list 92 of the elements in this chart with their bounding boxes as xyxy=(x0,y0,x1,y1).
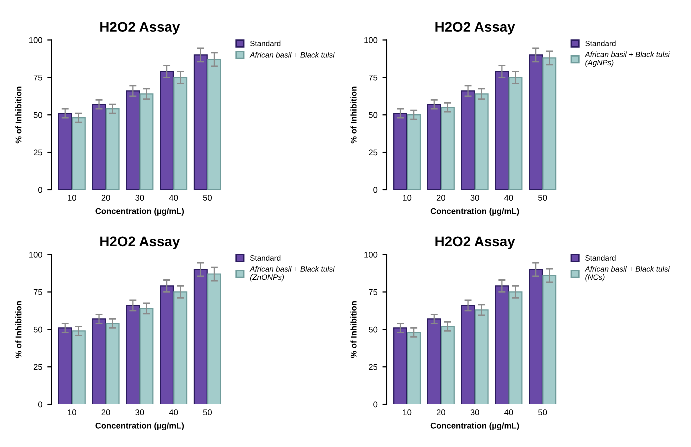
bar xyxy=(58,113,72,190)
bar xyxy=(461,305,476,405)
bar xyxy=(508,77,523,190)
bar xyxy=(126,305,140,405)
y-tick-label: 0 xyxy=(38,187,42,194)
bar xyxy=(194,54,208,190)
bar xyxy=(72,330,86,405)
chart-title: H2O2 Assay xyxy=(436,236,516,250)
bar xyxy=(440,107,455,190)
y-tick-label: 75 xyxy=(34,290,42,296)
bar xyxy=(407,114,422,190)
x-tick-label: 30 xyxy=(470,410,480,416)
bar xyxy=(407,332,422,405)
y-tick-label: 100 xyxy=(30,252,42,258)
bar xyxy=(542,275,557,405)
x-axis-title: Concentration (µg/mL) xyxy=(96,208,184,216)
bar xyxy=(140,308,154,405)
x-tick-label: 20 xyxy=(102,410,110,416)
y-tick-label: 50 xyxy=(368,112,378,118)
y-tick-label: 75 xyxy=(369,74,378,81)
y-tick-label: 100 xyxy=(364,37,378,44)
y-tick-label: 100 xyxy=(30,37,42,44)
bar xyxy=(106,323,120,405)
x-tick-label: 40 xyxy=(169,410,178,416)
y-tick-label: 25 xyxy=(369,364,378,370)
x-tick-label: 40 xyxy=(504,195,514,201)
y-tick-label: 0 xyxy=(374,187,378,194)
bar xyxy=(174,292,188,405)
bar xyxy=(92,104,106,190)
bar xyxy=(495,71,510,190)
bar xyxy=(474,94,489,190)
y-tick-label: 100 xyxy=(364,252,378,258)
bar xyxy=(207,274,222,405)
bar xyxy=(394,113,408,190)
y-axis-title: % of Inhibition xyxy=(16,86,22,144)
y-axis-title: % of Inhibition xyxy=(350,301,357,358)
y-tick-label: 50 xyxy=(368,326,378,333)
x-tick-label: 10 xyxy=(68,195,76,201)
x-axis-title: Concentration (µg/mL) xyxy=(430,208,520,216)
bar xyxy=(394,328,408,405)
bar xyxy=(72,118,86,190)
bar xyxy=(427,104,442,190)
bar xyxy=(174,77,188,190)
x-tick-label: 50 xyxy=(538,410,548,416)
y-tick-label: 25 xyxy=(369,150,378,156)
y-tick-label: 25 xyxy=(34,150,42,156)
x-tick-label: 40 xyxy=(504,410,514,416)
y-tick-label: 50 xyxy=(34,326,42,333)
bar xyxy=(106,108,120,190)
bar xyxy=(207,59,222,190)
bar xyxy=(58,328,72,405)
x-tick-label: 50 xyxy=(203,410,212,416)
x-tick-label: 10 xyxy=(68,410,76,416)
bar xyxy=(160,286,174,405)
x-tick-label: 50 xyxy=(538,195,548,201)
x-tick-label: 20 xyxy=(436,410,446,416)
y-tick-label: 75 xyxy=(34,74,42,81)
x-tick-label: 30 xyxy=(470,195,480,201)
x-tick-label: 10 xyxy=(403,410,412,416)
x-tick-label: 50 xyxy=(203,195,212,201)
x-tick-label: 10 xyxy=(403,195,412,201)
y-axis-title: % of Inhibition xyxy=(350,86,357,144)
x-tick-label: 30 xyxy=(136,195,144,201)
y-tick-label: 0 xyxy=(374,402,378,408)
bar xyxy=(542,58,557,190)
bar xyxy=(508,292,523,405)
bar xyxy=(529,269,544,405)
bar xyxy=(160,71,174,190)
bar xyxy=(427,318,442,405)
y-tick-label: 75 xyxy=(369,290,378,296)
x-tick-label: 20 xyxy=(102,195,110,201)
y-axis-title: % of Inhibition xyxy=(16,301,22,358)
bar xyxy=(495,286,510,405)
chart-title: H2O2 Assay xyxy=(100,236,180,250)
chart-title: H2O2 Assay xyxy=(100,22,180,35)
bar xyxy=(461,90,476,190)
chart-title: H2O2 Assay xyxy=(436,22,516,35)
x-tick-label: 20 xyxy=(436,195,446,201)
x-axis-title: Concentration (µg/mL) xyxy=(96,422,184,431)
bar xyxy=(529,54,544,190)
bar xyxy=(474,310,489,405)
bar xyxy=(440,326,455,405)
y-tick-label: 25 xyxy=(34,364,42,370)
bar xyxy=(140,94,154,190)
bar xyxy=(126,90,140,190)
y-tick-label: 0 xyxy=(38,402,42,408)
x-tick-label: 40 xyxy=(169,195,178,201)
x-axis-title: Concentration (µg/mL) xyxy=(430,422,520,431)
y-tick-label: 50 xyxy=(34,112,42,118)
bar xyxy=(194,269,208,405)
x-tick-label: 30 xyxy=(136,410,144,416)
bar xyxy=(92,318,106,405)
